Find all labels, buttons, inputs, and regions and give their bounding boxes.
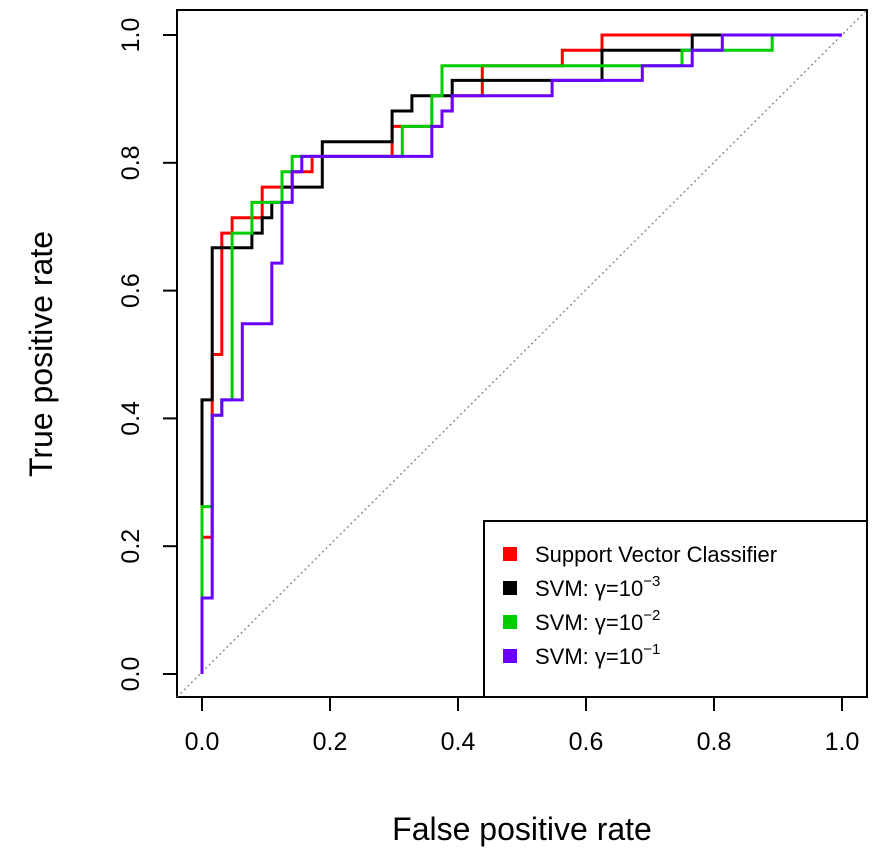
legend-label: SVM: γ=10−1	[535, 641, 660, 669]
diagonal-reference-line	[176, 9, 868, 698]
x-tick-label: 0.0	[185, 728, 220, 756]
legend-swatch	[503, 581, 517, 595]
roc-curve-series-4	[200, 33, 842, 674]
x-tick-label: 0.8	[697, 728, 732, 756]
y-axis-title: True positive rate	[23, 231, 59, 477]
y-tick-label: 0.2	[117, 529, 145, 564]
y-tick-label: 0.6	[117, 273, 145, 308]
x-tick-label: 1.0	[825, 728, 860, 756]
legend: Support Vector Classifier SVM: γ=10−3 SVM:…	[483, 520, 868, 698]
legend-label: Support Vector Classifier	[535, 542, 777, 567]
x-tick-label: 0.4	[441, 728, 476, 756]
series-layer	[200, 33, 842, 674]
axis-layer: 0.0 0.2 0.4 0.6 0.8 1.0 0.0 0.2 0.4 0.6 0.8 1.0	[117, 18, 859, 756]
legend-label: SVM: γ=10−3	[535, 573, 660, 601]
legend-label: SVM: γ=10−2	[535, 607, 660, 635]
legend-swatch	[503, 615, 517, 629]
legend-items: Support Vector Classifier SVM: γ=10−3 SVM:…	[503, 542, 777, 669]
x-tick-label: 0.2	[313, 728, 348, 756]
y-tick-label: 1.0	[117, 18, 145, 53]
y-tick-label: 0.0	[117, 657, 145, 692]
x-tick-label: 0.6	[569, 728, 604, 756]
legend-box	[483, 520, 868, 698]
legend-swatch	[503, 649, 517, 663]
y-tick-label: 0.4	[117, 401, 145, 436]
y-tick-label: 0.8	[117, 145, 145, 180]
x-axis-title: False positive rate	[392, 811, 652, 847]
legend-swatch	[503, 547, 517, 561]
